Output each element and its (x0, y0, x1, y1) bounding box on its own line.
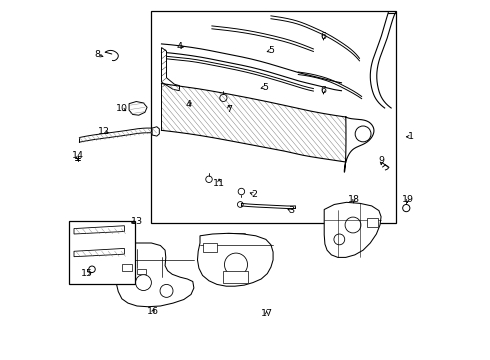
Text: 3: 3 (288, 206, 294, 215)
Bar (151, 11, 396, 223)
Bar (368, 218, 378, 227)
Text: 10: 10 (116, 104, 128, 113)
Polygon shape (129, 102, 147, 115)
Text: 8: 8 (95, 50, 100, 59)
Text: 6: 6 (320, 86, 326, 95)
Bar (122, 264, 132, 271)
Text: 19: 19 (402, 195, 414, 204)
Text: 14: 14 (72, 151, 84, 160)
Text: 1: 1 (408, 132, 414, 141)
Text: 6: 6 (320, 32, 326, 41)
Bar (137, 269, 146, 274)
Text: 18: 18 (348, 195, 360, 204)
Text: 4: 4 (185, 100, 191, 109)
Text: 7: 7 (226, 105, 232, 114)
Text: 16: 16 (147, 307, 159, 316)
Polygon shape (115, 243, 194, 307)
Text: 13: 13 (131, 217, 143, 226)
Text: 2: 2 (251, 190, 257, 199)
Polygon shape (74, 226, 124, 234)
Text: 12: 12 (98, 127, 110, 136)
Text: 11: 11 (213, 179, 225, 188)
Bar (223, 271, 248, 283)
Polygon shape (74, 248, 124, 257)
Polygon shape (324, 202, 381, 257)
Polygon shape (152, 127, 159, 136)
Polygon shape (162, 84, 346, 162)
Text: 5: 5 (262, 83, 268, 91)
Text: 9: 9 (379, 156, 385, 165)
Polygon shape (162, 48, 179, 91)
Polygon shape (197, 233, 273, 286)
Text: 17: 17 (261, 309, 272, 318)
Bar (202, 243, 217, 252)
Text: 15: 15 (81, 269, 93, 278)
Text: 4: 4 (176, 42, 182, 51)
Text: 5: 5 (268, 46, 274, 55)
Bar (69, 221, 135, 284)
